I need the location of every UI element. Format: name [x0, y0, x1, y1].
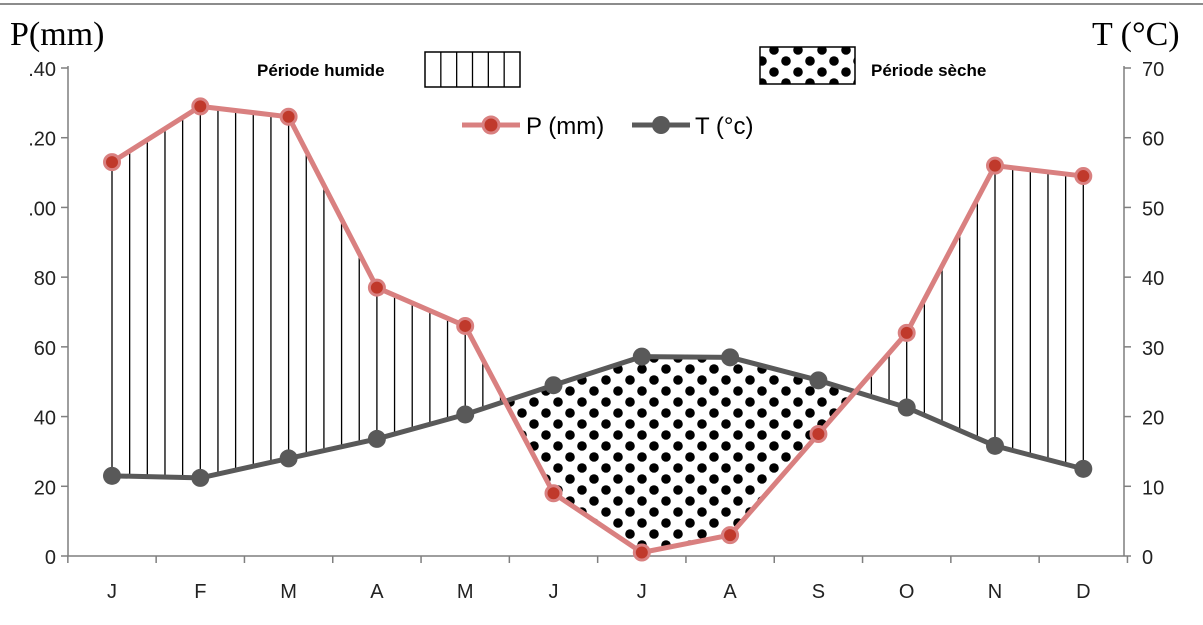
right-axis-title: T (°C): [1092, 16, 1180, 53]
temperature-point: [367, 429, 386, 448]
precipitation-point: [986, 156, 1004, 175]
x-tick-label: M: [457, 581, 474, 603]
temperature-point: [809, 371, 828, 390]
temperature-point: [1074, 459, 1093, 478]
left-y-tick-label: 60: [34, 338, 56, 360]
precipitation-line: [110, 103, 1084, 556]
precipitation-point: [279, 107, 298, 126]
left-y-tick-label: 40: [34, 408, 56, 430]
dry-period-key: Période sèche: [759, 46, 986, 85]
precipitation-point: [897, 323, 916, 342]
right-y-tick-label: 40: [1142, 268, 1164, 290]
left-y-tick-label: .00: [28, 198, 56, 220]
right-y-tick-label: 20: [1142, 408, 1164, 430]
temperature-point: [897, 398, 916, 417]
precipitation-point: [367, 278, 386, 297]
temperature-point: [191, 468, 210, 487]
precipitation-point: [191, 97, 210, 116]
legend: P (mm) T (°c): [462, 113, 753, 140]
legend-item-temperature: T (°c): [632, 113, 753, 140]
x-tick-label: S: [812, 581, 825, 603]
dry-period-swatch: [759, 46, 856, 85]
temperature-point: [986, 436, 1004, 455]
right-y-tick-label: 60: [1142, 129, 1164, 151]
left-axis-title: P(mm): [10, 16, 104, 53]
temperature-point: [544, 376, 563, 395]
legend-label-precipitation: P (mm): [526, 113, 604, 140]
precipitation-point: [632, 543, 651, 562]
left-y-tick-label: 20: [34, 477, 56, 499]
legend-marker-temperature: [652, 116, 670, 134]
x-tick-label: F: [194, 581, 206, 603]
legend-label-temperature: T (°c): [695, 113, 753, 140]
precipitation-point: [103, 153, 121, 172]
precipitation-point: [1074, 167, 1093, 186]
left-y-tick-label: .20: [28, 129, 56, 151]
legend-item-precipitation: P (mm): [462, 113, 604, 140]
series: [103, 97, 1093, 562]
precipitation-point: [809, 425, 828, 443]
left-y-tick-label: 80: [34, 268, 56, 290]
right-y-tick-label: 0: [1142, 547, 1153, 569]
legend-marker-precipitation: [481, 115, 501, 135]
x-tick-label: O: [899, 581, 915, 603]
dry-period-label: Période sèche: [871, 61, 986, 80]
precipitation-point: [544, 484, 563, 503]
left-y-tick-label: .40: [28, 59, 56, 81]
temperature-point: [279, 449, 298, 468]
right-y-tick-label: 70: [1142, 59, 1164, 81]
temperature-line: [111, 354, 1084, 481]
x-tick-label: M: [280, 581, 297, 603]
precipitation-point: [721, 526, 740, 545]
x-tick-label: A: [723, 581, 737, 603]
x-tick-label: A: [370, 581, 384, 603]
x-tick-label: J: [637, 581, 647, 603]
left-y-tick-label: 0: [45, 547, 56, 569]
right-y-tick-label: 30: [1142, 338, 1164, 360]
temperature-point: [632, 347, 651, 366]
right-y-tick-label: 50: [1142, 198, 1164, 220]
axes: 0 20 40 60 80 .00 .20 .40 0 10 20 30 40 50 60 70 J F M A M J J…: [28, 59, 1164, 603]
wet-period-hatching: [111, 106, 1084, 478]
x-tick-label: J: [549, 581, 559, 603]
temperature-point: [721, 348, 740, 367]
wet-period-swatch-lines: [440, 52, 505, 87]
temperature-point: [103, 466, 121, 485]
wet-period-key: Période humide: [257, 51, 521, 88]
x-tick-label: J: [107, 581, 117, 603]
precipitation-point: [456, 316, 475, 335]
right-y-tick-label: 10: [1142, 477, 1164, 499]
x-tick-label: N: [988, 581, 1002, 603]
wet-period-label: Période humide: [257, 61, 385, 80]
x-tick-label: D: [1076, 581, 1090, 603]
temperature-point: [456, 405, 475, 424]
